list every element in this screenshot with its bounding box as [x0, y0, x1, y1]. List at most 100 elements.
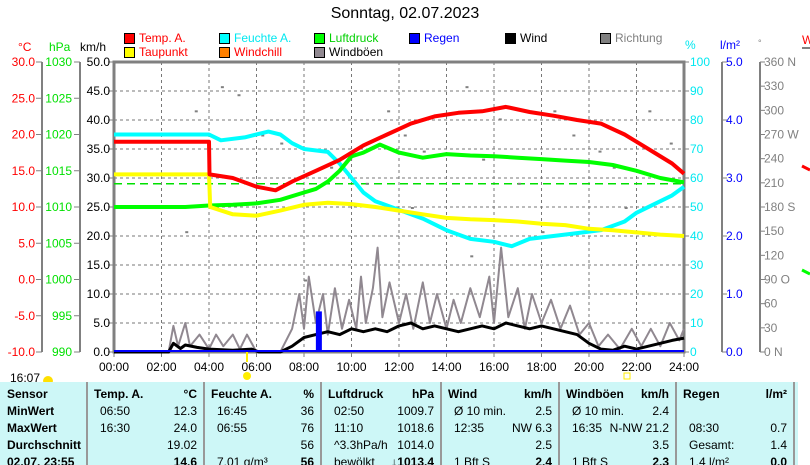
- legend-item: Richtung: [600, 31, 662, 45]
- cell-label: Ø 10 min.: [572, 404, 625, 418]
- table-row: 16:35 N-NW 21.2: [566, 420, 669, 437]
- humidity-axis-unit: %: [685, 38, 696, 52]
- column-header: Feuchte A.%: [211, 386, 314, 403]
- speed-tick-label: 15.0: [87, 258, 111, 272]
- series-luftdruck: [114, 142, 685, 209]
- chart-title: Sonntag, 02.07.2023: [330, 5, 480, 22]
- pressure-tick-label: 1010: [45, 200, 72, 214]
- pressure-tick-label: 995: [52, 309, 72, 323]
- legend-item: Windböen: [314, 45, 383, 59]
- column-unit: l/m²: [765, 387, 787, 401]
- column-regen: Regen l/m² 08:30 0.7 Gesamt: 1.4 1.4 l/m² 0.0: [677, 382, 795, 465]
- table-row: 1 Bft S 2.3: [566, 454, 669, 465]
- cell-value: 0.0: [770, 455, 787, 465]
- x-tick-label: 08:00: [289, 360, 319, 374]
- table-row: 06:50 12.3: [94, 403, 197, 420]
- rain-tick-label: 3.0: [726, 171, 743, 185]
- row-label: MinWert: [7, 404, 55, 418]
- x-tick-label: 02:00: [146, 360, 176, 374]
- humidity-tick-label: 60: [690, 171, 704, 185]
- temp-tick-label: -5.0: [14, 309, 35, 323]
- cell-value: 3.5: [652, 438, 669, 452]
- table-row: 56: [211, 437, 314, 454]
- direction-tick-label: 60: [764, 297, 778, 311]
- humidity-tick-label: 100: [690, 55, 710, 69]
- humidity-tick-label: 0: [690, 345, 697, 359]
- legend-label: Temp. A.: [139, 31, 186, 45]
- speed-tick-label: 35.0: [87, 142, 111, 156]
- rain-tick-label: 2.0: [726, 229, 743, 243]
- temp-tick-label: 15.0: [12, 164, 36, 178]
- column-unit: %: [303, 387, 314, 401]
- cell-label: 16:45: [217, 404, 248, 418]
- table-row: Ø 10 min. 2.5: [448, 403, 552, 420]
- x-tick-label: 14:00: [431, 360, 461, 374]
- weather-chart: -10.0 -5.0 0.0 5.0 10.0 15.0 20.0 25.0 30.0 990 99…: [8, 33, 810, 380]
- direction-dot: [553, 110, 557, 113]
- cell-value: 1.4: [770, 438, 787, 452]
- direction-dot: [498, 118, 502, 121]
- rain-tick-label: 1.0: [726, 287, 743, 301]
- series-temp-a: [114, 104, 686, 193]
- humidity-tick-label: 70: [690, 142, 704, 156]
- legend-label: Luftdruck: [329, 31, 379, 45]
- humidity-tick-label: 40: [690, 229, 704, 243]
- humidity-tick-label: 50: [690, 200, 704, 214]
- table-row: 19.02: [94, 437, 197, 454]
- cell-value: 24.0: [173, 421, 197, 435]
- pressure-tick-label: 1005: [45, 236, 72, 250]
- direction-dot: [194, 110, 198, 113]
- legend-label: Taupunkt: [139, 45, 188, 59]
- direction-dot: [237, 94, 241, 97]
- temp-tick-label: 30.0: [12, 55, 36, 69]
- row-label: Sensor: [7, 387, 48, 401]
- speed-tick-label: 10.0: [87, 287, 111, 301]
- compass-needle-green: [801, 268, 810, 276]
- table-row: Gesamt: 1.4: [683, 437, 787, 454]
- speed-axis-unit: km/h: [80, 40, 107, 54]
- direction-dot: [598, 150, 602, 153]
- table-row: 7.01 g/m³ 56: [211, 454, 314, 465]
- column-header: Luftdruck hPa: [328, 386, 434, 403]
- x-tick-label: 10:00: [336, 360, 366, 374]
- legend-item: Luftdruck: [314, 31, 378, 45]
- series-taupunkt: [114, 172, 685, 238]
- direction-tick-label: 120: [764, 248, 784, 262]
- humidity-tick-label: 90: [690, 84, 704, 98]
- direction-dot: [185, 231, 189, 234]
- cell-value: 56: [300, 455, 314, 465]
- x-tick-label: 00:00: [99, 360, 129, 374]
- direction-dot: [517, 182, 521, 185]
- table-row: 12:35 NW 6.3: [448, 420, 552, 437]
- legend-item: Feuchte A.: [219, 31, 291, 45]
- cell-value: 1018.6: [397, 421, 434, 435]
- x-tick-label: 18:00: [526, 360, 556, 374]
- direction-dot: [465, 86, 469, 89]
- column-unit: °C: [183, 387, 197, 401]
- sun-icon: [243, 372, 251, 380]
- column-title: Regen: [683, 387, 720, 401]
- x-tick-label: 16:00: [479, 360, 509, 374]
- legend-swatch: [124, 32, 135, 44]
- direction-tick-label: 360 N: [764, 55, 796, 69]
- table-row: 2.5: [448, 437, 552, 454]
- legend-item: Regen: [409, 31, 459, 45]
- legend-swatch: [314, 32, 325, 44]
- series-wind: [114, 321, 685, 354]
- direction-tick-label: 30: [764, 321, 778, 335]
- cell-value: NW 6.3: [511, 421, 552, 435]
- direction-tick-label: 300: [764, 103, 784, 117]
- direction-tick-label: 90 O: [764, 273, 790, 287]
- speed-tick-label: 45.0: [87, 84, 111, 98]
- direction-dot: [541, 231, 545, 234]
- legend-swatch: [600, 32, 611, 44]
- cell-label: ^3.3hPa/h: [334, 438, 388, 452]
- compass-west-label: W: [802, 33, 810, 47]
- cell-value: 56: [300, 438, 314, 452]
- speed-tick-label: 40.0: [87, 113, 111, 127]
- column-temp-a: Temp. A. °C 06:50 12.3 16:30 24.0 19.02 14.6: [88, 382, 205, 465]
- table-row: ^3.3hPa/h 1014.0: [328, 437, 434, 454]
- cell-label: 11:10: [334, 421, 364, 435]
- direction-dot: [612, 166, 616, 169]
